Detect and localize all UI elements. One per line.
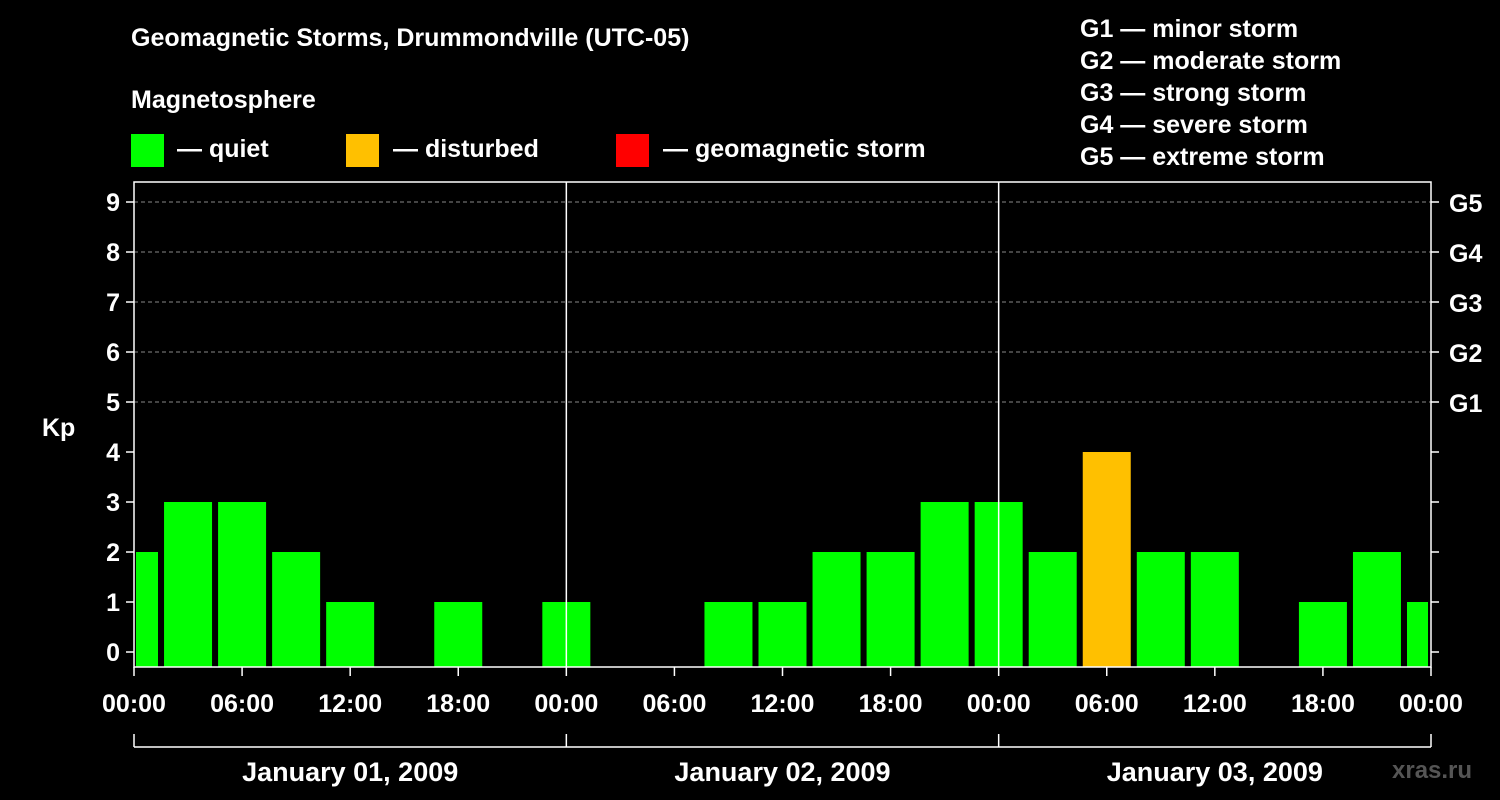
kp-bar — [866, 552, 915, 667]
kp-bar — [1352, 552, 1401, 667]
day-label: January 03, 2009 — [1107, 757, 1323, 787]
kp-bar — [1136, 552, 1185, 667]
y-tick-label: 9 — [106, 189, 120, 217]
x-tick-label: 00:00 — [534, 690, 598, 718]
legend-label-disturbed: — disturbed — [393, 135, 539, 163]
y-tick-label: 1 — [106, 589, 120, 617]
x-tick-label: 12:00 — [318, 690, 382, 718]
right-tick-label: G1 — [1449, 390, 1482, 418]
storm-scale-g2: G2 — moderate storm — [1080, 47, 1342, 75]
kp-bar — [164, 502, 213, 667]
x-tick-label: 06:00 — [1075, 690, 1139, 718]
watermark: xras.ru — [1392, 757, 1473, 784]
x-tick-label: 18:00 — [426, 690, 490, 718]
kp-bar — [704, 602, 753, 667]
x-tick-label: 00:00 — [967, 690, 1031, 718]
kp-bar — [272, 552, 321, 667]
kp-bar — [1407, 602, 1428, 667]
y-tick-label: 5 — [106, 389, 120, 417]
x-tick-label: 12:00 — [751, 690, 815, 718]
legend-swatch-disturbed — [346, 134, 379, 167]
legend-label-quiet: — quiet — [177, 135, 269, 163]
kp-bar — [1082, 452, 1131, 667]
kp-bar — [1028, 552, 1077, 667]
x-tick-label: 18:00 — [859, 690, 923, 718]
storm-scale-g1: G1 — minor storm — [1080, 15, 1299, 43]
x-tick-label: 06:00 — [210, 690, 274, 718]
y-tick-label: 4 — [106, 439, 120, 467]
right-tick-label: G2 — [1449, 340, 1482, 368]
chart-subtitle: Magnetosphere — [131, 86, 316, 114]
x-tick-label: 00:00 — [1399, 690, 1463, 718]
right-tick-label: G5 — [1449, 190, 1482, 218]
kp-bar — [758, 602, 807, 667]
kp-bar — [218, 502, 267, 667]
kp-bar — [136, 552, 158, 667]
kp-bar — [326, 602, 375, 667]
day-label: January 01, 2009 — [242, 757, 458, 787]
right-tick-label: G3 — [1449, 290, 1482, 318]
kp-bar — [920, 502, 969, 667]
storm-scale-g5: G5 — extreme storm — [1080, 143, 1325, 171]
storm-scale-g4: G4 — severe storm — [1080, 111, 1308, 139]
kp-bar — [1190, 552, 1239, 667]
y-tick-label: 7 — [106, 289, 120, 317]
y-tick-label: 0 — [106, 639, 120, 667]
y-tick-label: 8 — [106, 239, 120, 267]
y-tick-label: 6 — [106, 339, 120, 367]
chart-title: Geomagnetic Storms, Drummondville (UTC-0… — [131, 24, 690, 52]
x-tick-label: 18:00 — [1291, 690, 1355, 718]
right-tick-label: G4 — [1449, 240, 1482, 268]
x-tick-label: 06:00 — [642, 690, 706, 718]
kp-bar — [434, 602, 483, 667]
kp-bar — [1298, 602, 1347, 667]
x-tick-label: 00:00 — [102, 690, 166, 718]
x-tick-label: 12:00 — [1183, 690, 1247, 718]
legend-swatch-quiet — [131, 134, 164, 167]
day-label: January 02, 2009 — [674, 757, 890, 787]
legend-swatch-storm — [616, 134, 649, 167]
y-tick-label: 3 — [106, 489, 120, 517]
y-axis-label: Kp — [42, 414, 76, 442]
kp-bar — [812, 552, 861, 667]
legend-label-storm: — geomagnetic storm — [663, 135, 926, 163]
storm-scale-g3: G3 — strong storm — [1080, 79, 1307, 107]
y-tick-label: 2 — [106, 539, 120, 567]
